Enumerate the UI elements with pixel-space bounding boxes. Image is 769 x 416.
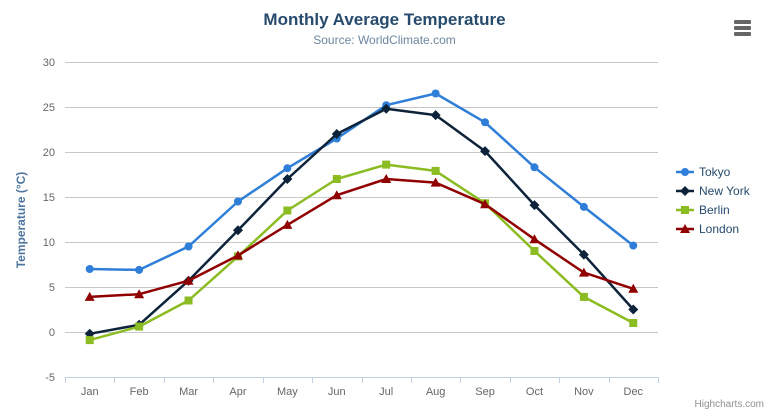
data-point[interactable] [135, 322, 144, 331]
y-axis-label: 25 [43, 102, 55, 114]
data-point[interactable] [431, 166, 440, 175]
legend-marker-triangle-icon [676, 223, 694, 233]
data-point[interactable] [578, 267, 589, 277]
legend-item-new-york[interactable]: New York [676, 181, 750, 200]
y-axis-label: 20 [43, 147, 55, 159]
legend-label: Tokyo [699, 164, 731, 179]
series-tokyo [85, 89, 638, 274]
data-point[interactable] [381, 174, 392, 183]
data-point[interactable] [578, 249, 589, 260]
data-point[interactable] [579, 292, 588, 301]
y-axis-label: 0 [49, 327, 55, 339]
data-point[interactable] [282, 219, 293, 229]
x-axis-label: Apr [229, 386, 246, 398]
x-axis-label: Dec [624, 386, 644, 398]
data-point[interactable] [579, 202, 588, 211]
legend-item-berlin[interactable]: Berlin [676, 200, 750, 219]
y-axis-title: Temperature (°C) [14, 172, 28, 269]
y-axis-label: 10 [43, 237, 55, 249]
series-line [88, 92, 635, 272]
data-point[interactable] [430, 177, 441, 187]
data-point[interactable] [480, 146, 491, 157]
x-axis-label: May [277, 386, 298, 398]
data-point[interactable] [629, 319, 638, 327]
data-point[interactable] [184, 242, 193, 251]
data-point[interactable] [332, 175, 341, 183]
legend-item-tokyo[interactable]: Tokyo [676, 162, 750, 181]
data-point[interactable] [331, 190, 342, 200]
data-point[interactable] [85, 336, 94, 345]
legend-marker-diamond-icon [676, 185, 694, 196]
data-point[interactable] [183, 275, 194, 285]
x-axis-label: Sep [475, 386, 495, 398]
data-point[interactable] [529, 234, 540, 244]
x-axis-label: Nov [574, 386, 594, 398]
data-point[interactable] [481, 118, 490, 127]
legend-marker-circle-icon [676, 167, 694, 176]
credits-link[interactable]: Highcharts.com [694, 399, 764, 410]
series-line [88, 107, 635, 336]
data-point[interactable] [232, 225, 243, 236]
data-point[interactable] [628, 304, 639, 315]
data-point[interactable] [431, 89, 440, 98]
data-point[interactable] [233, 197, 242, 206]
data-point[interactable] [480, 199, 491, 209]
data-point[interactable] [84, 291, 95, 301]
y-axis-label: 30 [43, 57, 55, 69]
legend-label: Berlin [699, 202, 730, 217]
data-point[interactable] [184, 296, 193, 305]
data-point[interactable] [382, 160, 391, 169]
data-point[interactable] [530, 163, 539, 172]
chart-title: Monthly Average Temperature [263, 10, 506, 29]
data-point[interactable] [232, 250, 243, 260]
x-axis-label: Aug [426, 386, 446, 398]
y-axis-label: 5 [49, 282, 55, 294]
series-london [84, 174, 639, 301]
y-axis-label: -5 [45, 372, 55, 384]
data-point[interactable] [282, 174, 293, 184]
y-axis-label: 15 [43, 192, 55, 204]
legend: Tokyo New York Berlin London [676, 162, 750, 238]
data-point[interactable] [381, 103, 392, 114]
series-line [88, 163, 635, 342]
legend-label: New York [699, 183, 750, 198]
data-point[interactable] [134, 289, 145, 299]
data-point[interactable] [629, 241, 638, 250]
data-point[interactable] [135, 265, 144, 274]
series-line [88, 177, 635, 299]
legend-label: London [699, 221, 740, 236]
data-point[interactable] [529, 200, 540, 211]
chart-subtitle: Source: WorldClimate.com [313, 33, 456, 47]
data-point[interactable] [430, 110, 441, 121]
data-point[interactable] [283, 206, 292, 215]
data-point[interactable] [628, 283, 639, 293]
context-menu-button[interactable] [731, 18, 753, 38]
x-axis-label: Mar [179, 386, 198, 398]
data-point[interactable] [283, 164, 292, 173]
x-axis-label: Feb [130, 386, 149, 398]
x-axis-label: Jan [81, 386, 99, 398]
x-axis-label: Oct [526, 386, 543, 398]
x-axis-label: Jun [328, 386, 346, 398]
hamburger-icon [733, 20, 751, 36]
data-point[interactable] [85, 265, 94, 273]
data-point[interactable] [530, 247, 539, 255]
legend-marker-square-icon [676, 205, 694, 214]
series-new-york [84, 103, 639, 339]
x-axis-label: Jul [379, 386, 393, 398]
data-point[interactable] [331, 129, 342, 139]
legend-item-london[interactable]: London [676, 219, 750, 238]
